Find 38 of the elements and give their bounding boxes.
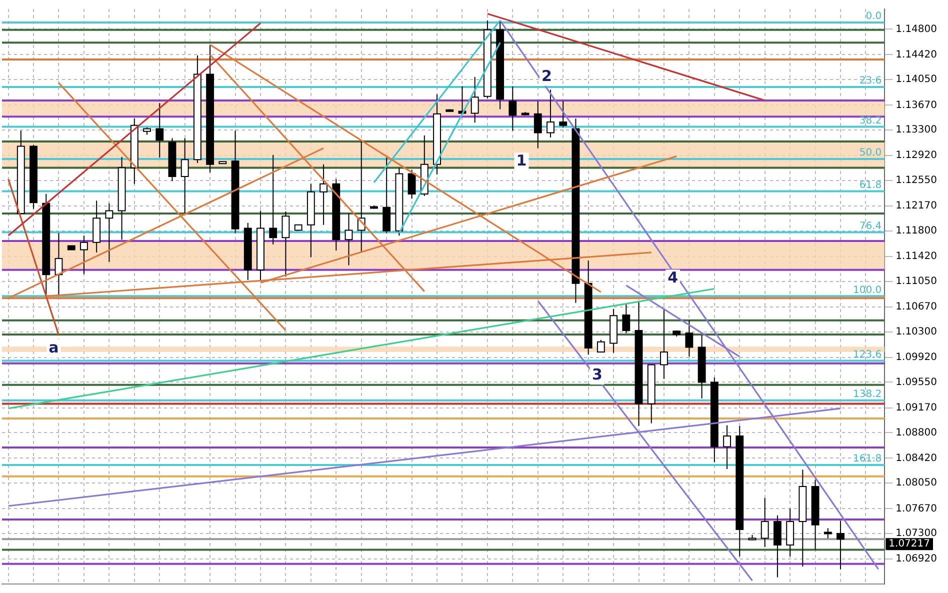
annotation: 50.0	[859, 148, 882, 159]
annotation: 138.2	[853, 388, 882, 400]
y-tick-label: 1.08800	[896, 427, 938, 438]
annotation: 61.8	[859, 180, 882, 191]
annotation: 100.0	[853, 284, 882, 296]
y-tick-label: 1.09550	[896, 376, 938, 388]
annotation: 38.2	[859, 115, 882, 126]
annotation: 2	[542, 66, 552, 85]
y-tick-label: 1.11420	[896, 251, 938, 262]
y-tick-label: 1.14050	[896, 74, 938, 86]
annotation: 23.6	[859, 76, 882, 87]
y-tick-label: 1.12550	[896, 175, 938, 186]
y-tick-label: 1.09920	[896, 352, 938, 363]
y-tick-label: 1.07670	[896, 503, 938, 514]
y-tick-label: 1.06920	[896, 554, 938, 565]
annotation: 1	[516, 152, 527, 170]
y-tick-label: 1.08420	[896, 452, 938, 464]
y-tick-label: 1.11800	[896, 226, 938, 237]
y-tick-label: 1.09170	[896, 402, 938, 414]
y-tick-label: 1.12920	[896, 150, 938, 162]
annotation: 123.6	[853, 349, 882, 360]
annotation: 161.8	[853, 454, 882, 465]
annotation: 0.0	[866, 11, 882, 22]
y-tick-label: 1.10300	[896, 326, 938, 338]
y-tick-label: 1.07300	[896, 528, 938, 540]
annotation: 76.4	[859, 220, 882, 232]
y-tick-label: 1.10670	[896, 302, 938, 313]
y-tick-label: 1.12170	[896, 200, 938, 212]
annotation: a	[48, 338, 59, 357]
annotation: 3	[592, 365, 602, 384]
ref-line-label: 1.07217	[888, 538, 930, 550]
y-tick-label: 1.13300	[896, 124, 938, 136]
y-tick-label: 1.11050	[896, 276, 938, 287]
y-tick-label: 1.08050	[896, 478, 938, 489]
annotation: 4	[668, 268, 678, 287]
y-tick-label: 1.14420	[896, 49, 938, 60]
y-tick-label: 1.13670	[896, 100, 938, 111]
y-tick-label: 1.14800	[896, 24, 938, 35]
